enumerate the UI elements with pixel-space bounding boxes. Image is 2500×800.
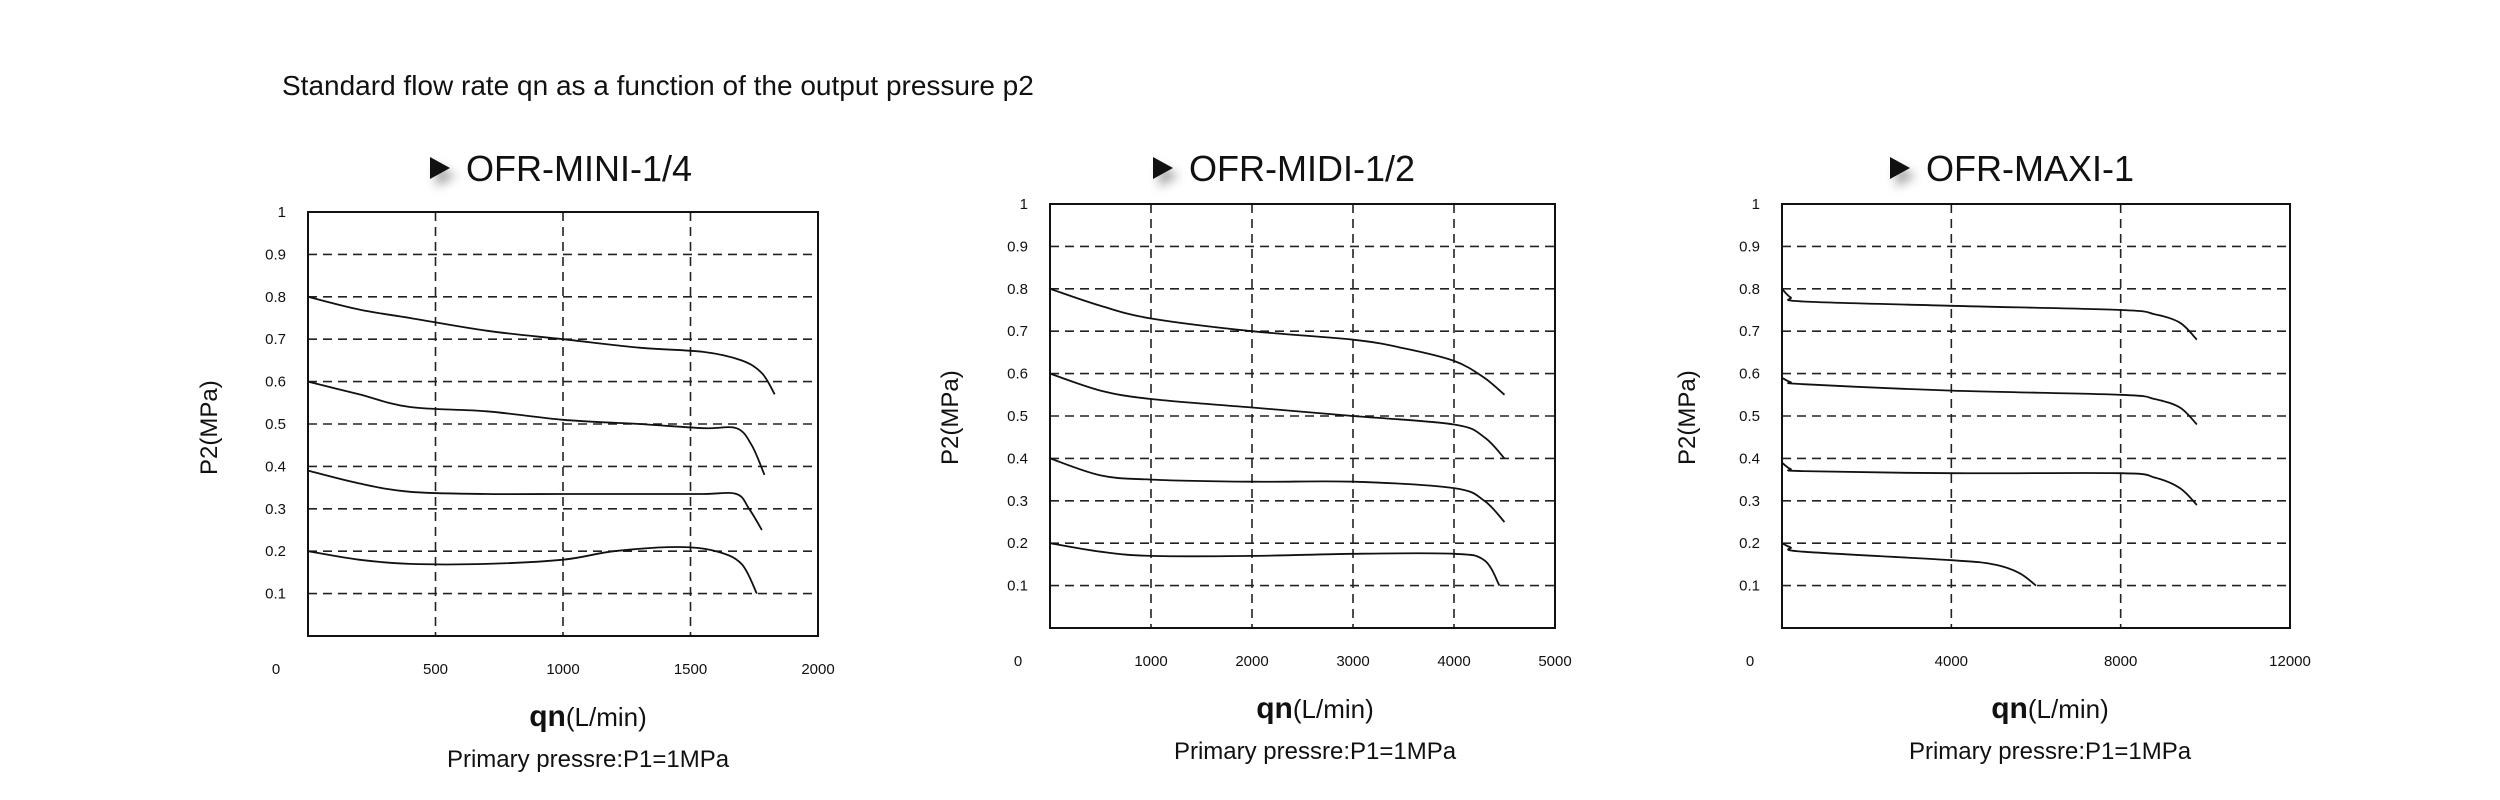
y-tick-label: 0.7 — [1739, 323, 1760, 340]
chart-title-text: OFR-MINI-1/4 — [466, 148, 693, 189]
series-line-1 — [307, 295, 776, 395]
y-axis-label: P2(MPa) — [196, 380, 223, 475]
series-line-4 — [307, 546, 758, 595]
series-line-2 — [1049, 372, 1506, 460]
y-tick-label: 0.8 — [1007, 281, 1028, 298]
x-axis-label: qn(L/min) — [529, 700, 647, 734]
series-line-3 — [307, 469, 763, 531]
x-tick-label: 0 — [272, 661, 280, 678]
x-axis-label-bold: qn — [529, 700, 566, 733]
x-tick-label: 2000 — [1235, 653, 1268, 670]
x-tick-label: 3000 — [1336, 653, 1369, 670]
chart-panel-maxi: OFR-MAXI-1 0.1 0.2 0.3 0.4 0.5 0.6 0.7 0.8 0.9 1 0… — [1650, 140, 2410, 780]
y-tick-label: 0.6 — [1007, 366, 1028, 383]
triangle-bullet-icon — [430, 157, 450, 179]
x-axis-label: qn(L/min) — [1991, 692, 2109, 726]
y-tick-label: 0.6 — [1739, 366, 1760, 383]
series-line-3 — [1049, 457, 1506, 523]
x-tick-label: 2000 — [801, 661, 834, 678]
triangle-bullet-icon — [1890, 157, 1910, 179]
y-tick-label: 1 — [1020, 196, 1028, 213]
plot-frame — [307, 211, 819, 637]
y-tick-label: 1 — [1752, 196, 1760, 213]
y-axis-label: P2(MPa) — [1674, 370, 1701, 465]
y-tick-label: 0.1 — [265, 586, 286, 603]
y-tick-label: 0.2 — [265, 543, 286, 560]
y-tick-label: 0.5 — [1007, 408, 1028, 425]
primary-pressure-note: Primary pressre:P1=1MPa — [1908, 738, 2192, 765]
y-tick-label: 0.6 — [265, 374, 286, 391]
triangle-bullet-icon — [1153, 157, 1173, 179]
chart-title: OFR-MINI-1/4 — [430, 148, 692, 190]
primary-pressure-note: Primary pressre:P1=1MPa — [446, 746, 730, 773]
y-tick-label: 0.3 — [265, 501, 286, 518]
series-line-2 — [307, 380, 766, 476]
plot-frame — [1781, 203, 2291, 629]
x-tick-label: 12000 — [2269, 653, 2311, 670]
plot-area: 0.1 0.2 0.3 0.4 0.5 0.6 0.7 0.8 0.9 1 0 500 1000 1500… — [265, 204, 835, 678]
x-tick-label: 0 — [1746, 653, 1754, 670]
chart-panel-mini: OFR-MINI-1/4 0.1 0.2 0.3 0.4 0.5 0.6 0.7 0.8 0.9… — [180, 140, 940, 780]
x-axis-label-unit: (L/min) — [565, 702, 647, 732]
y-tick-label: 0.7 — [1007, 323, 1028, 340]
chart-panel-midi: OFR-MIDI-1/2 0.1 0.2 0.3 0.4 0.5 0.6 0.7 0.8 0.9… — [915, 140, 1675, 780]
plot-area: 0.1 0.2 0.3 0.4 0.5 0.6 0.7 0.8 0.9 1 0 4000 8000 120… — [1739, 196, 2311, 670]
y-tick-label: 0.1 — [1739, 578, 1760, 595]
series-line-4 — [1049, 542, 1501, 587]
y-tick-label: 0.5 — [1739, 408, 1760, 425]
series-line-1 — [1049, 287, 1506, 396]
page-title: Standard flow rate qn as a function of t… — [282, 70, 1034, 101]
x-axis-label-bold: qn — [1256, 692, 1293, 725]
y-tick-label: 0.1 — [1007, 578, 1028, 595]
chart-title-text: OFR-MAXI-1 — [1926, 148, 2135, 189]
chart-title: OFR-MIDI-1/2 — [1153, 148, 1415, 190]
y-tick-label: 0.9 — [265, 246, 286, 263]
x-tick-label: 4000 — [1437, 653, 1470, 670]
x-tick-label: 1500 — [674, 661, 707, 678]
y-tick-label: 0.2 — [1007, 535, 1028, 552]
series-line-1 — [1781, 288, 2198, 341]
y-tick-label: 0.4 — [1007, 450, 1028, 467]
y-tick-label: 1 — [278, 204, 286, 221]
plot-area: 0.1 0.2 0.3 0.4 0.5 0.6 0.7 0.8 0.9 1 0 1000 2000 300… — [1007, 196, 1572, 670]
y-tick-label: 0.3 — [1007, 493, 1028, 510]
y-tick-label: 0.8 — [1739, 281, 1760, 298]
x-axis-label-bold: qn — [1991, 692, 2028, 725]
x-tick-label: 0 — [1014, 653, 1022, 670]
x-axis-label-unit: (L/min) — [2027, 694, 2109, 724]
y-tick-label: 0.5 — [265, 416, 286, 433]
y-axis-label: P2(MPa) — [937, 370, 964, 465]
x-axis-label: qn(L/min) — [1256, 692, 1374, 726]
y-tick-label: 0.4 — [265, 458, 286, 475]
y-tick-label: 0.9 — [1007, 238, 1028, 255]
x-axis-label-unit: (L/min) — [1292, 694, 1374, 724]
chart-title-text: OFR-MIDI-1/2 — [1189, 148, 1416, 189]
x-tick-label: 1000 — [546, 661, 579, 678]
chart-title: OFR-MAXI-1 — [1890, 148, 2134, 190]
plot-frame — [1049, 203, 1556, 629]
x-tick-label: 1000 — [1134, 653, 1167, 670]
y-tick-label: 0.9 — [1739, 238, 1760, 255]
x-tick-label: 8000 — [2104, 653, 2137, 670]
series-line-3 — [1781, 461, 2198, 506]
x-tick-label: 5000 — [1538, 653, 1571, 670]
series-line-4 — [1781, 542, 2037, 587]
x-tick-label: 500 — [423, 661, 448, 678]
x-tick-label: 4000 — [1935, 653, 1968, 670]
primary-pressure-note: Primary pressre:P1=1MPa — [1173, 738, 1457, 765]
y-tick-label: 0.3 — [1739, 493, 1760, 510]
y-tick-label: 0.7 — [265, 331, 286, 348]
y-tick-label: 0.8 — [265, 289, 286, 306]
y-tick-label: 0.2 — [1739, 535, 1760, 552]
y-tick-label: 0.4 — [1739, 450, 1760, 467]
series-line-2 — [1781, 376, 2198, 426]
